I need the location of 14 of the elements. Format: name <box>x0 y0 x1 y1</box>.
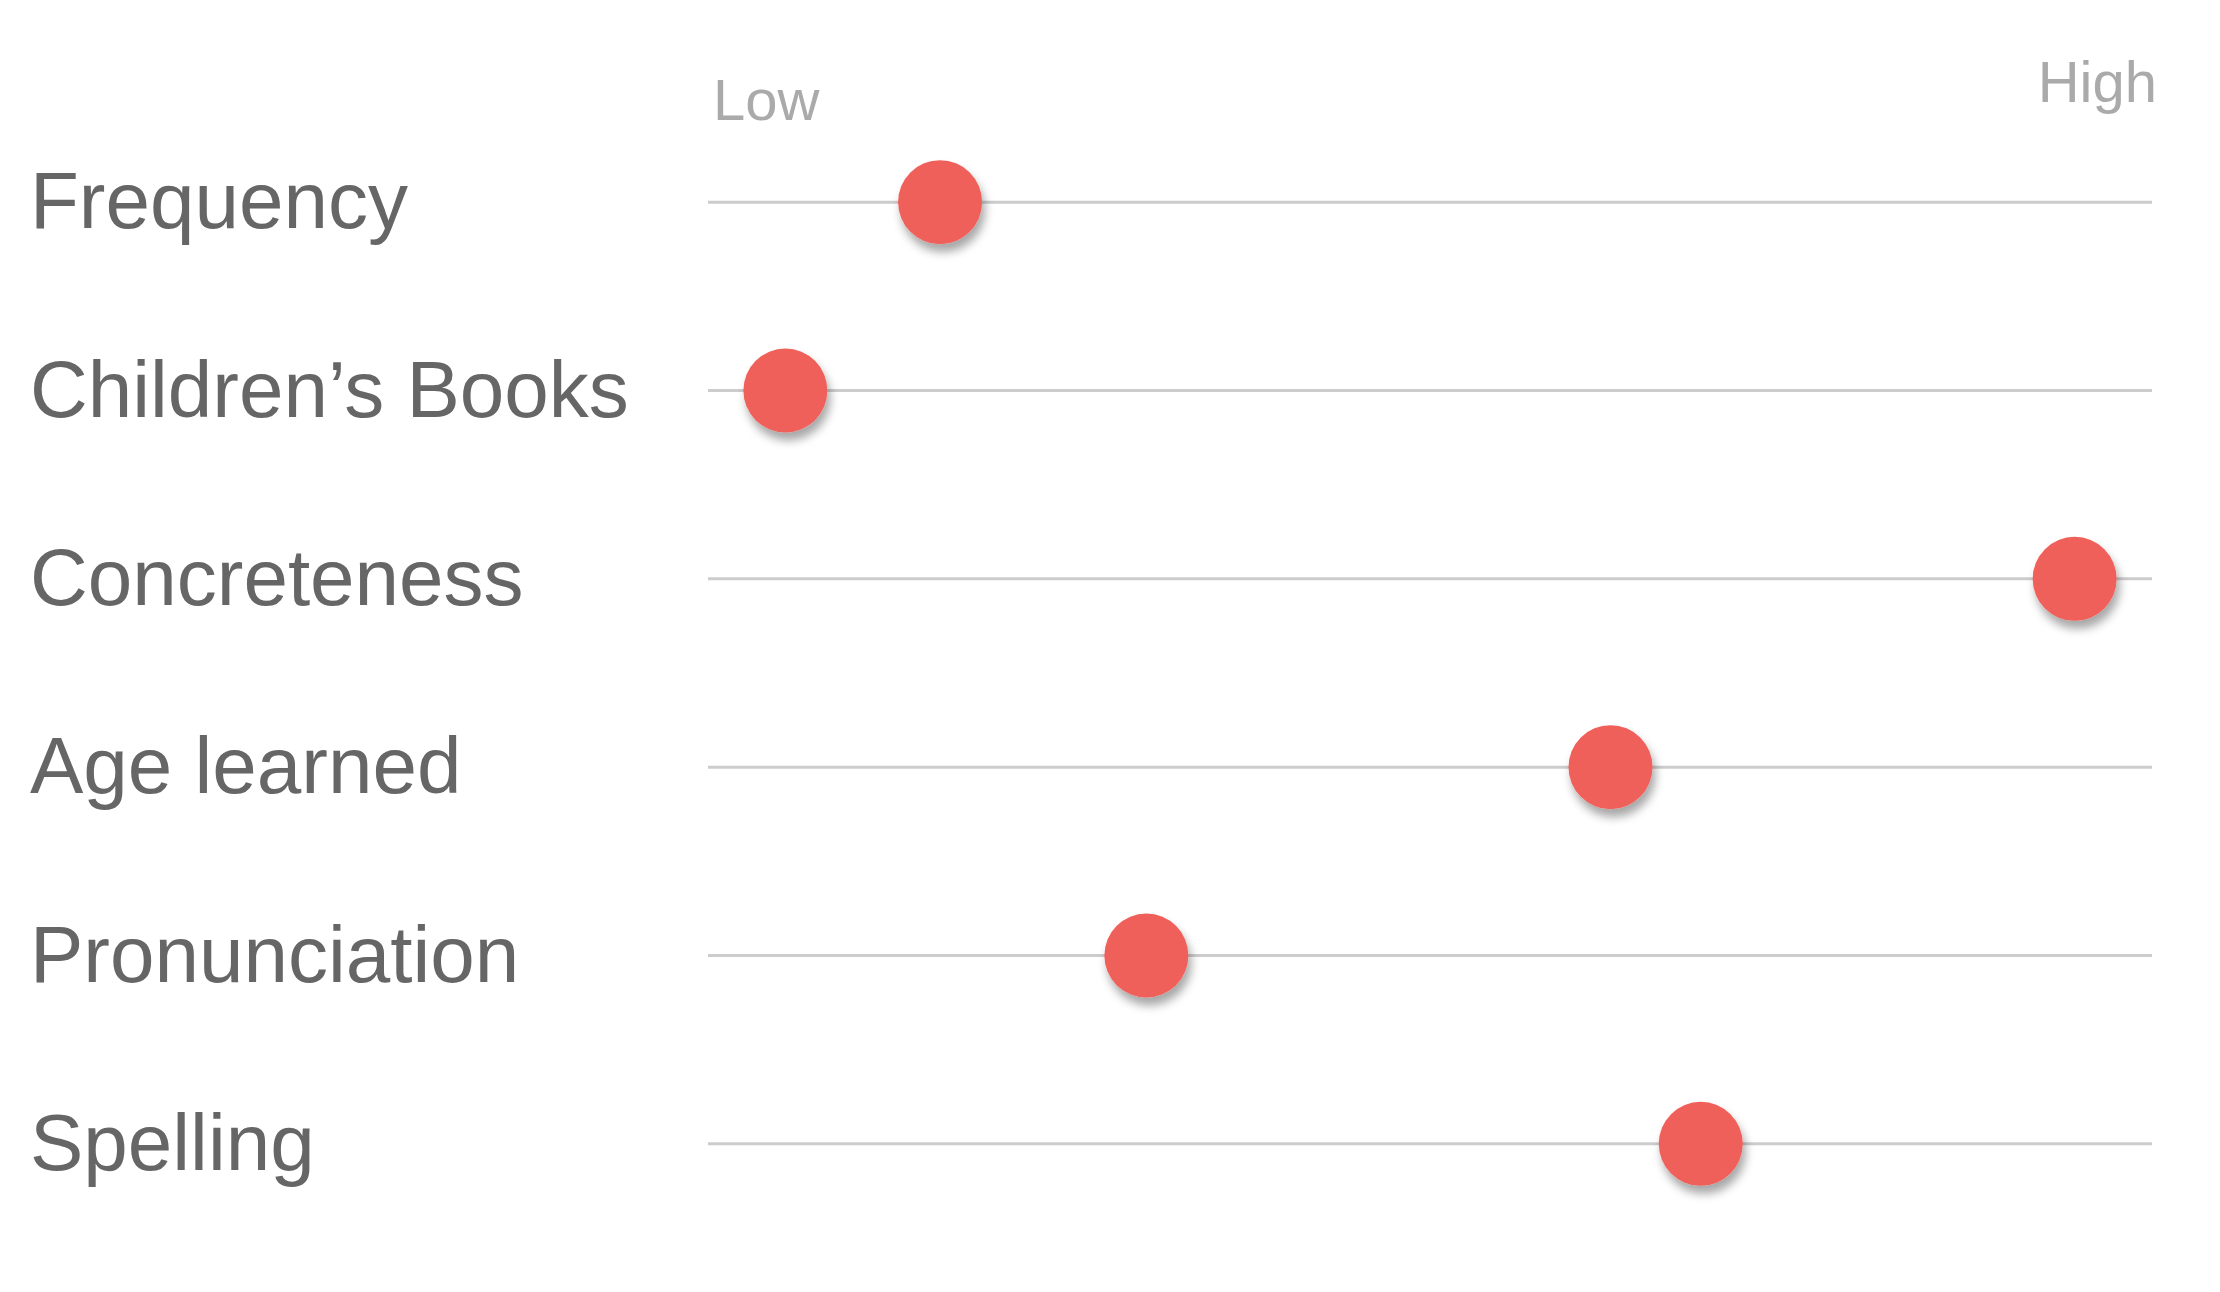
point <box>898 160 983 245</box>
annotation: Low <box>713 66 820 133</box>
point <box>743 348 828 433</box>
y-tick-label: Children’s Books <box>30 344 629 434</box>
y-tick-label: Pronunciation <box>30 909 520 999</box>
point <box>1104 913 1189 998</box>
y-tick-label: Age learned <box>30 721 462 811</box>
y-tick-label: Frequency <box>30 156 408 246</box>
point <box>1658 1101 1743 1186</box>
annotation: High <box>2037 48 2157 115</box>
point <box>1568 725 1653 810</box>
y-tick-label: Concreteness <box>30 532 524 622</box>
point <box>2032 536 2117 621</box>
y-tick-label: Spelling <box>30 1097 315 1187</box>
